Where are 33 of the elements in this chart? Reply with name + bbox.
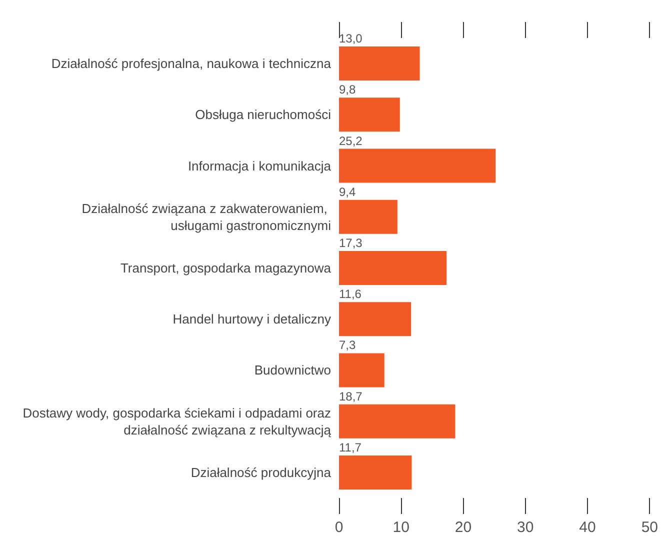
bar bbox=[339, 404, 456, 438]
y-tick-label: Budownictwo bbox=[254, 362, 331, 378]
x-tick-label: 0 bbox=[334, 519, 344, 536]
x-tick-label: 30 bbox=[517, 519, 534, 536]
x-tick-label: 40 bbox=[579, 519, 596, 536]
bar bbox=[339, 455, 412, 490]
data-label: 18,7 bbox=[339, 389, 363, 404]
data-label: 13,0 bbox=[339, 32, 363, 46]
bar bbox=[339, 148, 496, 183]
y-tick-label: Działalność profesjonalna, naukowa i techniczna bbox=[51, 56, 332, 72]
y-tick-label: Obsługa nieruchomości bbox=[195, 107, 332, 122]
bar bbox=[339, 302, 412, 336]
x-tick-label: 10 bbox=[392, 519, 410, 536]
y-tick-label: Handel hurtowy i detaliczny bbox=[172, 312, 332, 327]
y-tick-label: Transport, gospodarka magazynowa bbox=[120, 260, 332, 276]
bar bbox=[339, 251, 446, 285]
data-label: 11,6 bbox=[339, 287, 362, 302]
bar bbox=[339, 46, 420, 81]
y-tick-label: Działalność związana z zakwaterowaniem, usługami gastronomicznymi bbox=[82, 200, 332, 233]
data-label: 9,4 bbox=[339, 184, 356, 199]
x-tick-label: 20 bbox=[454, 519, 472, 536]
data-label: 25,2 bbox=[339, 134, 363, 148]
y-tick-label: Dostawy wody, gospodarka ściekami i odpadami oraz działalność związana z rekultywacją bbox=[22, 405, 332, 438]
bar bbox=[339, 200, 398, 234]
data-label: 11,7 bbox=[339, 440, 362, 454]
bar bbox=[339, 98, 400, 132]
y-tick-label: Informacja i komunikacja bbox=[188, 158, 332, 174]
data-label: 17,3 bbox=[339, 236, 363, 250]
data-label: 7,3 bbox=[339, 338, 356, 352]
data-label: 9,8 bbox=[339, 82, 356, 97]
y-tick-label: Działalność produkcyjna bbox=[190, 464, 332, 480]
x-tick-label: 50 bbox=[641, 519, 658, 536]
bar bbox=[339, 353, 384, 388]
